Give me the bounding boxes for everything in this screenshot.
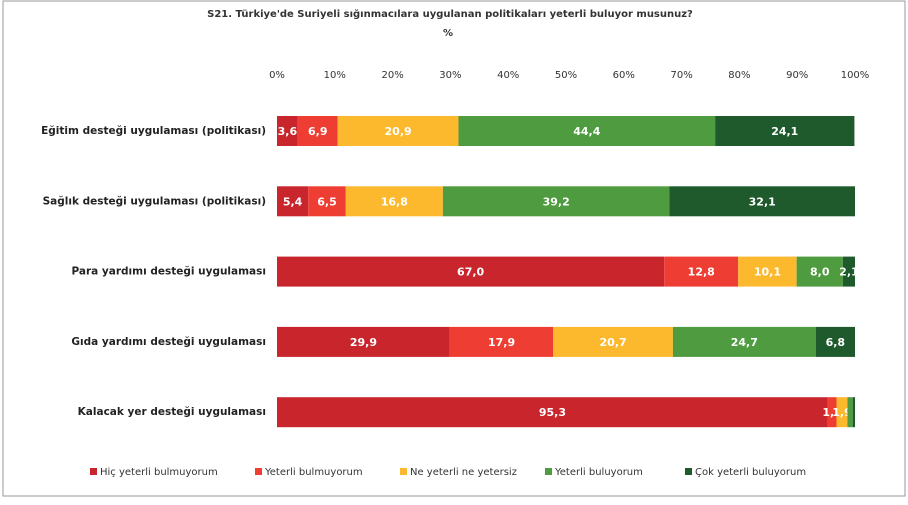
value-label: 6,9 xyxy=(308,125,328,138)
legend-label: Yeterli buluyorum xyxy=(554,467,643,478)
value-label: 29,9 xyxy=(350,336,377,349)
value-label: 12,8 xyxy=(688,266,715,279)
legend-label: Ne yeterli ne yetersiz xyxy=(410,467,517,478)
bar-segment xyxy=(852,397,855,428)
x-tick-label: 50% xyxy=(555,70,577,81)
value-label: 2,1 xyxy=(839,266,859,279)
value-label: 95,3 xyxy=(539,406,566,419)
bar-segment xyxy=(672,326,816,357)
bar-segment xyxy=(337,116,459,146)
value-label: 44,4 xyxy=(573,125,600,138)
x-tick-label: 80% xyxy=(728,70,750,81)
bar-segment xyxy=(277,116,298,146)
value-label: 24,1 xyxy=(771,125,798,138)
bar-segment xyxy=(308,186,346,217)
bar-segment xyxy=(842,256,855,287)
value-label: 20,7 xyxy=(600,336,627,349)
bar-segment xyxy=(458,116,716,146)
category-label: Kalacak yer desteği uygulaması xyxy=(78,406,266,418)
category-label: Gıda yardımı desteği uygulaması xyxy=(71,336,266,348)
bar-segment xyxy=(277,186,309,217)
legend-swatch xyxy=(90,468,97,475)
value-label: 67,0 xyxy=(457,266,484,279)
value-label: 20,9 xyxy=(385,125,412,138)
bar-segment xyxy=(669,186,855,217)
bar-segment xyxy=(827,397,837,428)
bar-segment xyxy=(796,256,843,287)
bar-segment xyxy=(449,326,554,357)
bar-segment xyxy=(277,326,450,357)
x-tick-label: 10% xyxy=(324,70,346,81)
x-tick-label: 90% xyxy=(786,70,808,81)
value-label: 17,9 xyxy=(488,336,515,349)
x-tick-label: 30% xyxy=(439,70,461,81)
x-tick-label: 60% xyxy=(613,70,635,81)
legend-swatch xyxy=(685,468,692,475)
x-tick-label: 100% xyxy=(841,70,870,81)
chart-subtitle: % xyxy=(443,28,453,39)
value-label: 3,6 xyxy=(278,125,298,138)
bar-segment xyxy=(664,256,739,287)
bar-segment xyxy=(277,256,665,287)
bar-segment xyxy=(553,326,673,357)
x-tick-label: 40% xyxy=(497,70,519,81)
legend-label: Çok yeterli buluyorum xyxy=(695,467,806,478)
value-label: 5,4 xyxy=(283,195,303,208)
category-label: Para yardımı desteği uygulaması xyxy=(71,266,266,278)
value-label: 32,1 xyxy=(749,195,776,208)
bar-segment xyxy=(715,116,855,146)
value-label: 10,1 xyxy=(754,266,781,279)
bar-segment xyxy=(738,256,797,287)
value-label: 6,5 xyxy=(317,195,337,208)
x-tick-label: 70% xyxy=(670,70,692,81)
value-label: 6,8 xyxy=(826,336,846,349)
bar-segment xyxy=(836,397,848,428)
bar-segment xyxy=(815,326,855,357)
legend-label: Hiç yeterli bulmuyorum xyxy=(100,467,218,478)
bar-segment xyxy=(442,186,670,217)
bar-segment xyxy=(847,397,853,428)
category-label: Eğitim desteği uygulaması (politikası) xyxy=(41,125,266,137)
x-tick-label: 0% xyxy=(269,70,285,81)
value-label: 1,9 xyxy=(832,406,852,419)
bar-segment xyxy=(297,116,338,146)
value-label: 39,2 xyxy=(543,195,570,208)
legend-swatch xyxy=(255,468,262,475)
x-tick-label: 20% xyxy=(381,70,403,81)
value-label: 16,8 xyxy=(381,195,408,208)
legend-swatch xyxy=(400,468,407,475)
value-label: 24,7 xyxy=(731,336,758,349)
category-label: Sağlık desteği uygulaması (politikası) xyxy=(43,195,266,207)
legend-swatch xyxy=(545,468,552,475)
bar-segment xyxy=(345,186,443,217)
value-label: 8,0 xyxy=(810,266,830,279)
chart-title: S21. Türkiye'de Suriyeli sığınmacılara u… xyxy=(207,8,693,20)
legend-label: Yeterli bulmuyorum xyxy=(264,467,363,478)
bar-segment xyxy=(277,397,828,428)
